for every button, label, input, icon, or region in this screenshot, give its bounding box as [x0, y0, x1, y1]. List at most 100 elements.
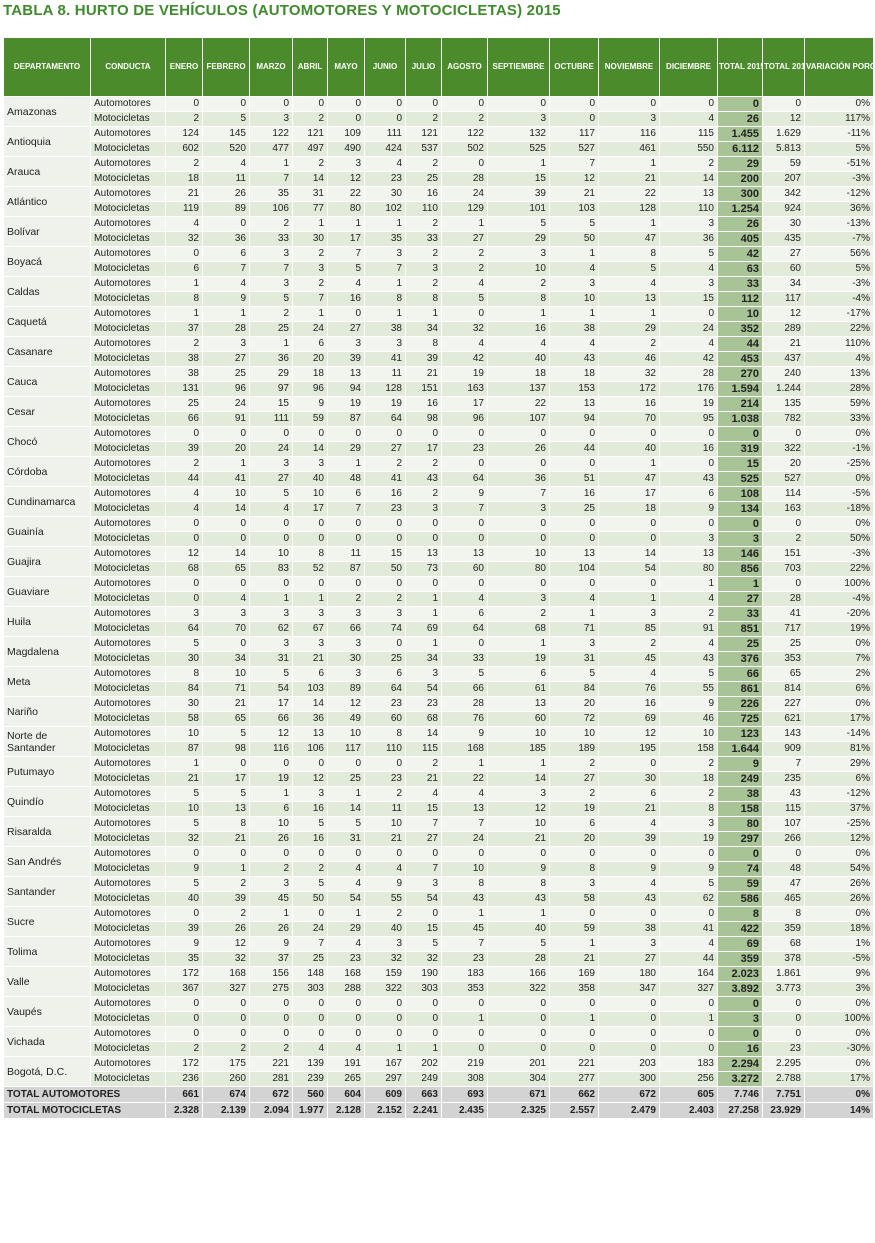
month-cell: 0: [549, 1026, 599, 1042]
department-name: Nariño: [3, 696, 91, 727]
month-cell: 1: [598, 216, 660, 232]
month-cell: 2: [165, 1041, 203, 1057]
month-cell: 66: [249, 711, 293, 727]
month-cell: 550: [659, 141, 718, 157]
conduct-label: Automotores: [90, 186, 166, 202]
month-cell: 249: [405, 1071, 442, 1087]
total-2014-cell: 435: [762, 231, 805, 247]
month-cell: 15: [249, 396, 293, 412]
month-cell: 0: [249, 516, 293, 532]
month-cell: 3: [659, 216, 718, 232]
month-cell: 6: [441, 606, 488, 622]
month-cell: 9: [165, 936, 203, 952]
total-2015-cell: 25: [717, 636, 763, 652]
month-cell: 10: [487, 261, 550, 277]
total-2015-cell: 359: [717, 951, 763, 967]
month-cell: 23: [405, 696, 442, 712]
table-row: Motocicletas 40 39 45 50 54 55 54 43 43 58 43 62 586 4…: [4, 891, 874, 907]
month-cell: 54: [327, 891, 365, 907]
month-cell: 0: [549, 516, 599, 532]
month-cell: 33: [249, 231, 293, 247]
month-cell: 358: [549, 981, 599, 997]
month-cell: 0: [405, 516, 442, 532]
total-2014-cell: 782: [762, 411, 805, 427]
month-cell: 145: [202, 126, 250, 142]
month-cell: 148: [292, 966, 328, 982]
month-cell: 183: [659, 1056, 718, 1072]
conduct-label: Automotores: [90, 336, 166, 352]
month-cell: 25: [364, 651, 406, 667]
month-cell: 0: [202, 756, 250, 772]
month-cell: 76: [598, 681, 660, 697]
table-row: Boyacá Automotores 0 6 3 2 7 3 2 2 3 1 8 5 42 27 56%: [3, 246, 874, 277]
table-row: Motocicletas 39 20 24 14 29 27 17 23 26 44 40 16 319 3…: [4, 441, 874, 457]
department-name: Córdoba: [3, 456, 91, 487]
total-cell: 2.128: [327, 1102, 365, 1119]
month-cell: 0: [598, 531, 660, 547]
month-cell: 116: [249, 741, 293, 757]
month-cell: 2: [364, 906, 406, 922]
month-cell: 12: [598, 726, 660, 742]
total-2015-cell: 26: [717, 216, 763, 232]
month-cell: 16: [487, 321, 550, 337]
month-cell: 6: [292, 666, 328, 682]
column-header: MAYO: [327, 37, 365, 97]
month-cell: 21: [202, 696, 250, 712]
month-cell: 0: [598, 756, 660, 772]
total-2015-cell: 134: [717, 501, 763, 517]
total-2015-cell: 376: [717, 651, 763, 667]
month-cell: 2: [405, 246, 442, 262]
month-cell: 26: [202, 921, 250, 937]
total-2014-cell: 1.244: [762, 381, 805, 397]
month-cell: 0: [659, 1026, 718, 1042]
month-cell: 0: [487, 1026, 550, 1042]
month-cell: 6: [598, 786, 660, 802]
month-cell: 1: [165, 276, 203, 292]
month-cell: 0: [165, 996, 203, 1012]
total-cell: 2.479: [598, 1102, 660, 1119]
month-cell: 7: [249, 261, 293, 277]
month-cell: 10: [202, 486, 250, 502]
month-cell: 275: [249, 981, 293, 997]
total-2014-cell: 0: [762, 96, 805, 112]
month-cell: 0: [598, 1026, 660, 1042]
variation-cell: 33%: [804, 411, 874, 427]
month-cell: 21: [364, 831, 406, 847]
month-cell: 8: [364, 726, 406, 742]
total-cell: 663: [405, 1086, 442, 1103]
month-cell: 0: [487, 426, 550, 442]
month-cell: 6: [327, 486, 365, 502]
variation-cell: 9%: [804, 966, 874, 982]
month-cell: 0: [327, 756, 365, 772]
month-cell: 96: [202, 381, 250, 397]
month-cell: 64: [165, 621, 203, 637]
month-cell: 15: [405, 801, 442, 817]
table-row: Motocicletas 35 32 37 25 23 32 32 23 28 21 27 44 359 3…: [4, 951, 874, 967]
month-cell: 11: [202, 171, 250, 187]
month-cell: 64: [364, 411, 406, 427]
month-cell: 19: [659, 831, 718, 847]
month-cell: 0: [364, 1026, 406, 1042]
total-2015-cell: 3: [717, 531, 763, 547]
month-cell: 0: [487, 1041, 550, 1057]
conduct-label: Automotores: [90, 906, 166, 922]
month-cell: 64: [441, 471, 488, 487]
conduct-label: Motocicletas: [90, 801, 166, 817]
variation-cell: -3%: [804, 171, 874, 187]
total-2014-cell: 23: [762, 1041, 805, 1057]
month-cell: 25: [292, 951, 328, 967]
department-name: Caldas: [3, 276, 91, 307]
month-cell: 0: [202, 516, 250, 532]
month-cell: 0: [441, 636, 488, 652]
month-cell: 0: [659, 426, 718, 442]
month-cell: 111: [249, 411, 293, 427]
month-cell: 36: [202, 231, 250, 247]
table-row: Nariño Automotores 30 21 17 14 12 23 23 28 13 20 16 9…: [3, 696, 874, 727]
month-cell: 5: [249, 291, 293, 307]
month-cell: 3: [364, 936, 406, 952]
month-cell: 3: [249, 636, 293, 652]
month-cell: 14: [292, 696, 328, 712]
month-cell: 6: [165, 261, 203, 277]
month-cell: 4: [659, 636, 718, 652]
month-cell: 44: [659, 951, 718, 967]
